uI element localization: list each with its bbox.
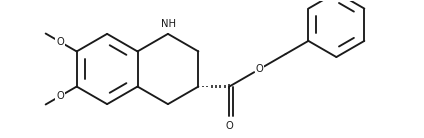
Text: NH: NH [162, 19, 176, 29]
Text: O: O [226, 121, 233, 131]
Text: O: O [56, 37, 64, 47]
Text: O: O [56, 91, 64, 101]
Text: O: O [256, 64, 264, 74]
